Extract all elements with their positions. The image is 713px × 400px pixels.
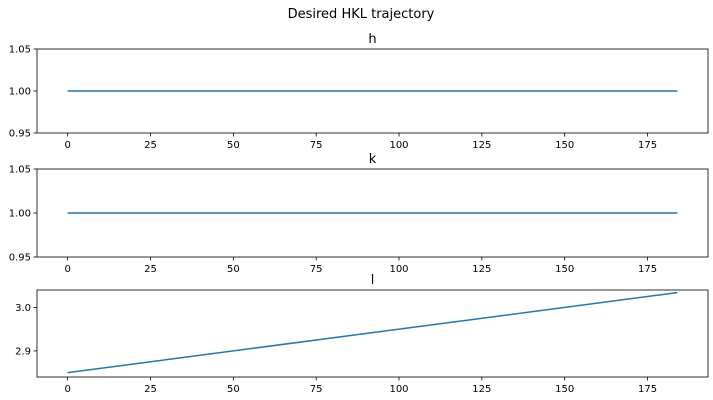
x-tick-label: 0 [64,264,70,275]
subplot-title: k [369,152,377,167]
axes-frame [36,168,709,258]
x-tick-label: 0 [64,140,70,151]
subplot-k: k 0 25 50 75 100 125 150 175 0.95 1.00 1.05 [9,152,709,275]
axes-frame [36,289,709,378]
axes-frame [36,48,709,134]
x-tick-label: 100 [389,140,408,151]
subplot-l: l 0 25 50 75 100 125 150 175 2.9 3.0 [15,273,709,395]
x-tick-label: 75 [310,140,323,151]
x-tick-label: 100 [389,384,408,395]
x-tick-label: 150 [555,384,574,395]
x-tick-label: 175 [638,384,657,395]
y-tick-label: 1.05 [9,45,31,56]
series-line [67,291,678,374]
x-tick-label: 125 [472,140,491,151]
y-tick-label: 1.00 [9,209,31,220]
x-tick-label: 75 [310,384,323,395]
x-tick-label: 25 [144,140,157,151]
y-tick-label: 1.05 [9,165,31,176]
x-tick-label: 125 [472,384,491,395]
y-tick-label: 0.95 [9,253,31,264]
subplot-title: h [368,32,376,47]
y-tick-label: 0.95 [9,129,31,140]
x-tick-label: 50 [227,384,240,395]
x-tick-label: 150 [555,140,574,151]
x-tick-label: 175 [638,140,657,151]
figure-title: Desired HKL trajectory [288,7,435,22]
y-tick-label: 1.00 [9,87,31,98]
x-tick-label: 0 [64,384,70,395]
x-tick-label: 75 [310,264,323,275]
x-tick-label: 50 [227,264,240,275]
x-tick-label: 25 [144,384,157,395]
x-tick-label: 175 [638,264,657,275]
x-tick-label: 150 [555,264,574,275]
subplot-h: h 0 25 50 75 100 125 150 175 0.95 1.00 1.05 [9,32,709,151]
x-tick-label: 125 [472,264,491,275]
subplot-title: l [371,273,375,288]
y-tick-label: 2.9 [15,346,31,357]
x-tick-label: 50 [227,140,240,151]
y-tick-label: 3.0 [15,303,31,314]
x-tick-label: 100 [389,264,408,275]
x-tick-label: 25 [144,264,157,275]
